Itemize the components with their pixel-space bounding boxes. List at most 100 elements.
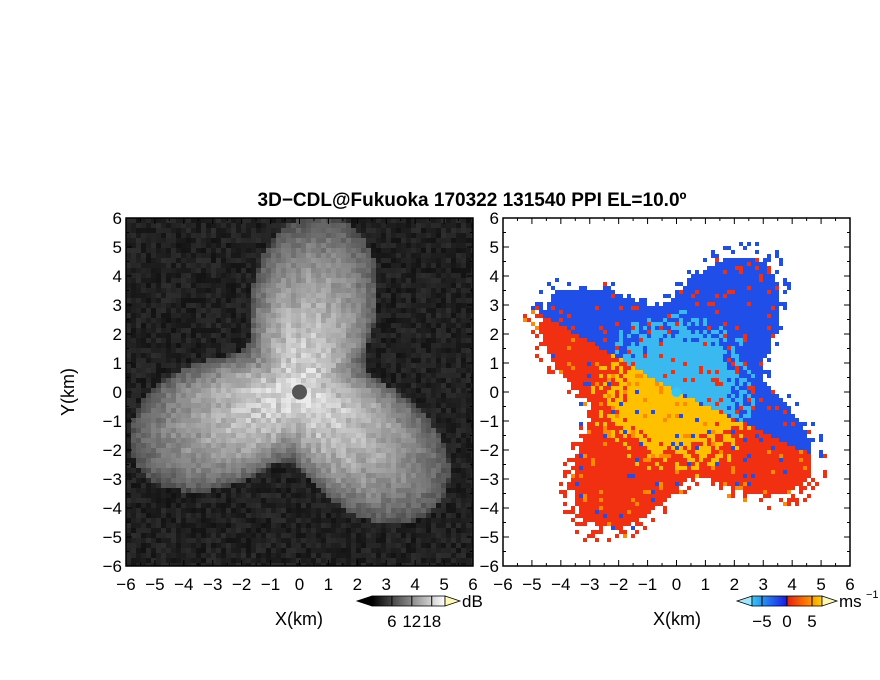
reflectivity-pixel: [296, 503, 301, 508]
reflectivity-pixel: [321, 223, 326, 228]
reflectivity-pixel: [276, 423, 281, 428]
reflectivity-pixel: [181, 228, 186, 233]
reflectivity-pixel: [286, 438, 291, 443]
reflectivity-pixel: [436, 553, 441, 558]
reflectivity-pixel: [276, 248, 281, 253]
reflectivity-pixel: [161, 263, 166, 268]
reflectivity-pixel: [136, 248, 141, 253]
reflectivity-pixel: [296, 313, 301, 318]
reflectivity-pixel: [186, 413, 191, 418]
reflectivity-pixel: [306, 528, 311, 533]
reflectivity-pixel: [311, 368, 316, 373]
reflectivity-pixel: [336, 483, 341, 488]
reflectivity-pixel: [181, 433, 186, 438]
reflectivity-pixel: [166, 248, 171, 253]
reflectivity-pixel: [261, 238, 266, 243]
reflectivity-pixel: [156, 423, 161, 428]
reflectivity-pixel: [176, 303, 181, 308]
reflectivity-pixel: [436, 333, 441, 338]
reflectivity-pixel: [181, 413, 186, 418]
reflectivity-pixel: [401, 413, 406, 418]
reflectivity-pixel: [281, 333, 286, 338]
reflectivity-pixel: [266, 533, 271, 538]
reflectivity-pixel: [231, 538, 236, 543]
reflectivity-pixel: [176, 423, 181, 428]
reflectivity-pixel: [331, 308, 336, 313]
reflectivity-pixel: [421, 443, 426, 448]
reflectivity-pixel: [401, 268, 406, 273]
reflectivity-pixel: [406, 248, 411, 253]
reflectivity-pixel: [216, 238, 221, 243]
reflectivity-pixel: [401, 328, 406, 333]
reflectivity-pixel: [231, 473, 236, 478]
reflectivity-pixel: [456, 238, 461, 243]
reflectivity-pixel: [381, 478, 386, 483]
reflectivity-pixel: [301, 473, 306, 478]
reflectivity-pixel: [431, 278, 436, 283]
reflectivity-pixel: [471, 518, 473, 523]
reflectivity-pixel: [421, 533, 426, 538]
reflectivity-pixel: [266, 333, 271, 338]
reflectivity-pixel: [436, 543, 441, 548]
reflectivity-pixel: [201, 548, 206, 553]
reflectivity-pixel: [336, 533, 341, 538]
reflectivity-pixel: [406, 438, 411, 443]
reflectivity-pixel: [316, 438, 321, 443]
reflectivity-pixel: [361, 288, 366, 293]
reflectivity-pixel: [431, 248, 436, 253]
reflectivity-pixel: [306, 378, 311, 383]
reflectivity-pixel: [466, 563, 471, 566]
reflectivity-pixel: [371, 283, 376, 288]
reflectivity-pixel: [241, 548, 246, 553]
reflectivity-pixel: [446, 283, 451, 288]
reflectivity-pixel: [376, 313, 381, 318]
reflectivity-pixel: [286, 218, 291, 223]
reflectivity-pixel: [171, 333, 176, 338]
reflectivity-pixel: [286, 473, 291, 478]
reflectivity-pixel: [361, 298, 366, 303]
reflectivity-pixel: [426, 253, 431, 258]
reflectivity-pixel: [431, 548, 436, 553]
reflectivity-pixel: [231, 518, 236, 523]
reflectivity-pixel: [266, 503, 271, 508]
reflectivity-pixel: [361, 488, 366, 493]
reflectivity-pixel: [451, 458, 456, 463]
reflectivity-pixel: [171, 308, 176, 313]
reflectivity-pixel: [416, 283, 421, 288]
reflectivity-pixel: [211, 388, 216, 393]
reflectivity-pixel: [206, 518, 211, 523]
reflectivity-pixel: [401, 298, 406, 303]
reflectivity-pixel: [161, 473, 166, 478]
reflectivity-pixel: [366, 318, 371, 323]
reflectivity-pixel: [471, 248, 473, 253]
reflectivity-pixel: [371, 553, 376, 558]
reflectivity-pixel: [131, 298, 136, 303]
reflectivity-pixel: [256, 498, 261, 503]
reflectivity-pixel: [376, 373, 381, 378]
reflectivity-pixel: [471, 283, 473, 288]
reflectivity-pixel: [296, 423, 301, 428]
reflectivity-pixel: [186, 343, 191, 348]
reflectivity-pixel: [126, 498, 131, 503]
reflectivity-pixel: [161, 283, 166, 288]
reflectivity-pixel: [346, 488, 351, 493]
reflectivity-pixel: [331, 328, 336, 333]
reflectivity-pixel: [191, 463, 196, 468]
reflectivity-pixel: [291, 233, 296, 238]
reflectivity-pixel: [321, 513, 326, 518]
reflectivity-pixel: [166, 433, 171, 438]
reflectivity-pixel: [341, 258, 346, 263]
reflectivity-pixel: [466, 238, 471, 243]
reflectivity-pixel: [246, 488, 251, 493]
reflectivity-pixel: [436, 368, 441, 373]
reflectivity-pixel: [396, 408, 401, 413]
reflectivity-pixel: [151, 303, 156, 308]
reflectivity-pixel: [346, 463, 351, 468]
reflectivity-pixel: [471, 428, 473, 433]
reflectivity-pixel: [181, 358, 186, 363]
reflectivity-pixel: [316, 428, 321, 433]
reflectivity-pixel: [466, 423, 471, 428]
reflectivity-pixel: [256, 413, 261, 418]
reflectivity-pixel: [181, 463, 186, 468]
reflectivity-pixel: [321, 478, 326, 483]
